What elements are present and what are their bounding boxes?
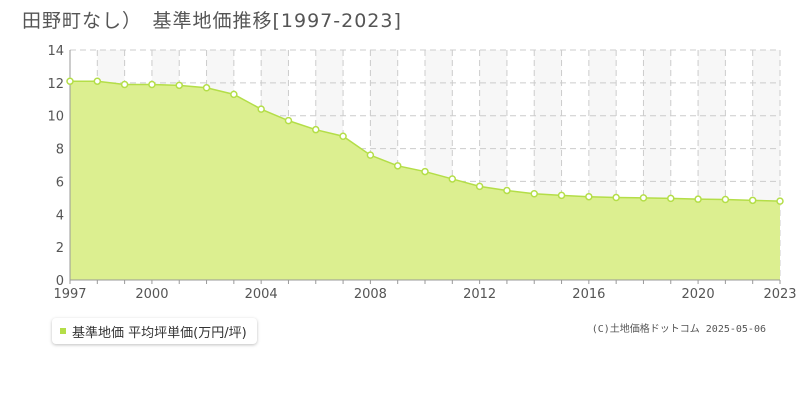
y-tick-label: 12 bbox=[47, 77, 64, 92]
x-axis-labels: 1997 2000 2004 2008 2012 2016 2020 2023 bbox=[53, 287, 796, 302]
data-point bbox=[639, 194, 648, 202]
data-point bbox=[475, 182, 484, 191]
data-point bbox=[366, 151, 375, 159]
data-point bbox=[721, 195, 730, 204]
axes bbox=[69, 50, 781, 284]
data-point bbox=[421, 167, 429, 176]
x-tick-label: 2020 bbox=[682, 287, 715, 302]
data-point bbox=[312, 125, 320, 134]
legend: 基準地価 平均坪単価(万円/坪) bbox=[52, 318, 257, 344]
y-tick-label: 0 bbox=[56, 274, 64, 289]
y-tick-label: 2 bbox=[56, 241, 64, 256]
legend-swatch bbox=[60, 328, 66, 334]
y-tick-label: 4 bbox=[56, 208, 64, 223]
series-area bbox=[70, 81, 780, 281]
x-tick-label: 2016 bbox=[572, 287, 605, 302]
chart-title: 田野町なし） 基準地価推移[1997-2023] bbox=[22, 10, 402, 32]
data-point bbox=[202, 84, 211, 92]
data-point bbox=[612, 193, 620, 202]
data-point bbox=[66, 77, 74, 85]
data-point bbox=[339, 132, 347, 140]
data-markers bbox=[66, 77, 784, 205]
y-tick-label: 6 bbox=[56, 175, 64, 190]
data-point bbox=[667, 194, 675, 203]
y-tick-label: 8 bbox=[56, 143, 64, 158]
data-point bbox=[93, 77, 102, 85]
y-axis-labels: 0 2 4 6 8 10 12 14 bbox=[47, 44, 64, 289]
data-point bbox=[503, 186, 511, 195]
data-point bbox=[120, 80, 129, 89]
x-tick-label: 2000 bbox=[135, 287, 168, 302]
data-point bbox=[694, 195, 702, 203]
data-point bbox=[148, 80, 156, 89]
data-point bbox=[284, 116, 293, 125]
y-tick-label: 14 bbox=[47, 44, 64, 59]
data-point bbox=[530, 190, 538, 198]
legend-label: 基準地価 平均坪単価(万円/坪) bbox=[72, 325, 247, 341]
data-point bbox=[175, 81, 183, 90]
x-tick-label: 2023 bbox=[763, 287, 796, 302]
x-tick-label: 2004 bbox=[245, 287, 278, 302]
x-tick-label: 2008 bbox=[354, 287, 387, 302]
data-point bbox=[585, 192, 593, 201]
data-point bbox=[257, 105, 265, 113]
data-point bbox=[448, 175, 457, 183]
x-tick-label: 1997 bbox=[53, 287, 86, 302]
y-tick-label: 10 bbox=[47, 110, 64, 125]
data-point bbox=[557, 191, 566, 200]
x-tick-label: 2012 bbox=[463, 287, 496, 302]
data-point bbox=[776, 197, 784, 205]
copyright-text: (C)土地価格ドットコム 2025-05-06 bbox=[591, 324, 766, 335]
data-point bbox=[393, 162, 402, 170]
data-point bbox=[748, 196, 757, 205]
data-point bbox=[230, 90, 238, 99]
